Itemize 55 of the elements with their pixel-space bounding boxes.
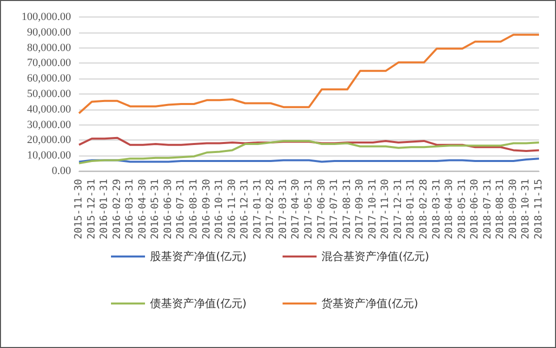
x-tick-label: 2016-04-30 (137, 179, 148, 240)
x-tick-label: 2018-03-31 (431, 179, 442, 240)
legend-label: 混合基资产净值(亿元) (322, 250, 430, 263)
x-tick-label: 2016-08-31 (188, 179, 200, 240)
y-tick-label: 70,000.00 (27, 57, 72, 70)
y-tick-label: 10,000.00 (27, 150, 72, 162)
x-tick-label: 2016-07-31 (176, 179, 187, 240)
x-tick-label: 2016-11-30 (226, 179, 238, 240)
x-tick-label: 2017-04-30 (290, 179, 302, 240)
x-tick-label: 2017-07-31 (329, 179, 340, 240)
x-tick-label: 2016-06-30 (162, 179, 174, 240)
x-tick-label: 2017-03-31 (278, 179, 289, 240)
x-tick-label: 2018-10-31 (520, 179, 532, 240)
legend-label: 股基资产净值(亿元) (150, 250, 247, 263)
x-tick-label: 2018-11-15 (534, 179, 544, 240)
line-series (78, 34, 540, 114)
y-tick-label: 50,000.00 (27, 88, 72, 100)
x-tick-label: 2016-09-30 (201, 179, 212, 240)
x-tick-label: 2017-01-31 (252, 179, 264, 240)
x-tick-label: 2016-10-31 (214, 179, 226, 240)
legend-label: 货基资产净值(亿元) (322, 297, 418, 310)
x-tick-label: 2018-07-31 (482, 179, 494, 240)
x-tick-label: 2016-12-31 (240, 179, 251, 240)
x-tick-label: 2015-12-31 (86, 179, 98, 240)
x-tick-label: 2017-11-30 (380, 179, 392, 240)
y-tick-label: 30,000.00 (27, 118, 72, 131)
x-tick-label: 2017-12-31 (392, 179, 404, 240)
x-tick-label: 2018-01-31 (406, 179, 417, 240)
x-tick-label: 2017-05-31 (304, 179, 314, 240)
x-tick-label: 2015-11-30 (74, 179, 84, 240)
y-tick-label: 60,000.00 (27, 72, 72, 85)
x-tick-label: 2018-05-31 (456, 179, 468, 240)
x-tick-label: 2018-09-30 (508, 179, 519, 240)
x-tick-label: 2017-09-30 (354, 179, 366, 240)
x-tick-label: 2016-03-31 (124, 179, 136, 240)
legend-label: 债基资产净值(亿元) (150, 297, 247, 310)
x-tick-label: 2016-01-31 (99, 179, 110, 240)
x-tick-label: 2016-05-31 (150, 179, 162, 240)
line-series (78, 140, 540, 164)
x-tick-label: 2018-06-30 (470, 179, 481, 240)
x-tick-label: 2017-02-28 (265, 179, 276, 240)
y-tick-label: 20,000.00 (27, 134, 72, 146)
x-tick-label: 2017-08-31 (342, 179, 353, 240)
x-tick-label: 2018-08-31 (495, 179, 506, 240)
y-tick-label: 0.00 (52, 165, 72, 177)
x-tick-label: 2017-10-31 (367, 179, 378, 240)
y-tick-label: 90,000.00 (27, 26, 72, 38)
x-tick-label: 2018-02-28 (418, 179, 430, 240)
x-tick-label: 2016-02-29 (112, 179, 123, 240)
x-tick-label: 2018-04-30 (444, 179, 456, 240)
y-tick-label: 100,000.00 (22, 11, 72, 23)
y-tick-label: 40,000.00 (27, 103, 72, 116)
line-series (78, 136, 540, 152)
y-tick-label: 80,000.00 (27, 42, 72, 54)
x-tick-label: 2017-06-30 (316, 179, 328, 240)
